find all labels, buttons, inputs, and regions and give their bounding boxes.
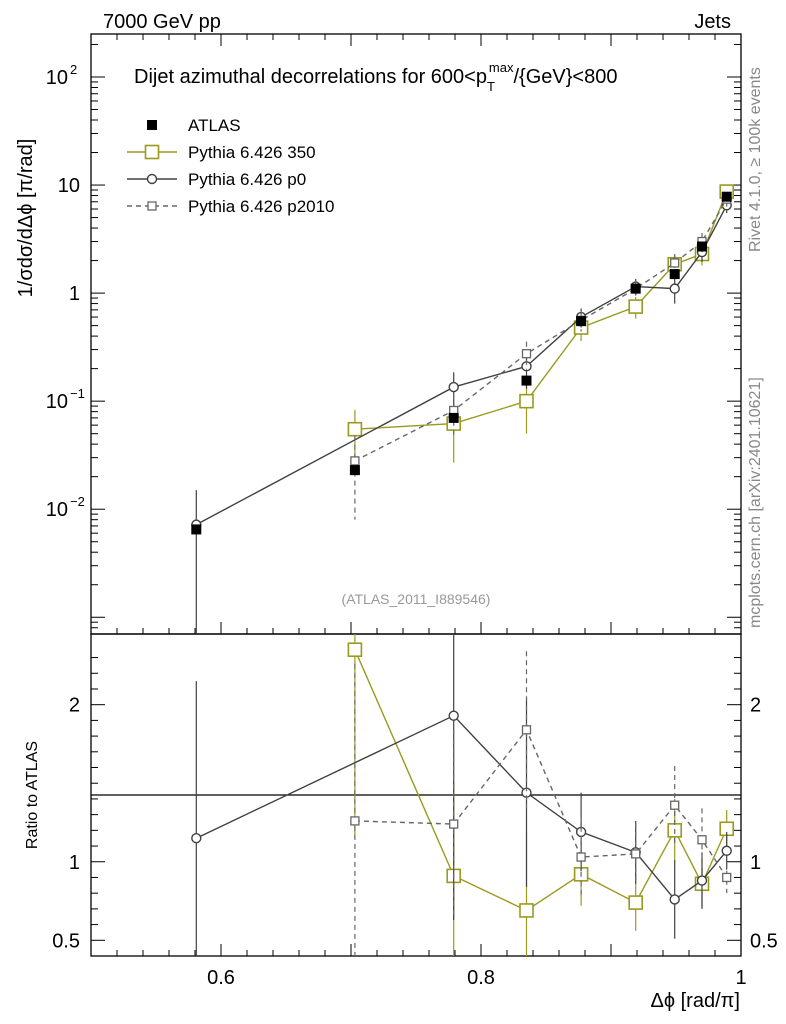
legend-label: Pythia 6.426 350 (188, 143, 316, 162)
ratio-tick-label-right: 0.5 (750, 930, 778, 952)
side-text-bottom: mcplots.cern.ch [arXiv:2401.10621] (747, 377, 764, 628)
legend-marker (144, 144, 160, 160)
ratio-point (350, 816, 360, 826)
data-point (349, 465, 360, 476)
legend-label: Pythia 6.426 p0 (188, 170, 306, 189)
x-tick-label: 0.6 (207, 967, 235, 989)
legend-entry: Pythia 6.426 p0 (127, 170, 306, 189)
data-point (721, 191, 732, 202)
ratio-tick-label-right: 1 (750, 852, 761, 874)
main-y-axis-label: 1/σdσ/dΔϕ [π/rad] (15, 139, 37, 298)
ratio-point (628, 895, 644, 910)
ratio-tick-label-right: 2 (750, 695, 761, 717)
ratio-point (697, 835, 707, 845)
title-end: /{GeV}<800 (513, 66, 617, 88)
x-axis-label: Δϕ [rad/π] (651, 990, 741, 1012)
data-point (628, 299, 644, 314)
ratio-point (631, 849, 641, 859)
data-point (519, 393, 534, 409)
series-line (195, 204, 728, 526)
ratio-tick-label: 2 (69, 695, 80, 717)
series-pythia-6-426-350 (347, 184, 735, 956)
y-tick-exponent: −1 (70, 386, 85, 401)
legend-label: Pythia 6.426 p2010 (188, 197, 335, 216)
ratio-point (449, 819, 459, 829)
y-tick-label: 10 (58, 175, 80, 197)
ratio-point (347, 642, 363, 658)
series-line (354, 198, 728, 462)
series-atlas (191, 191, 732, 535)
chart-title: Dijet azimuthal decorrelations for 600<p… (134, 60, 617, 94)
ratio-tick-label: 1 (69, 852, 80, 874)
y-tick-exponent: 2 (70, 62, 77, 77)
data-point (521, 349, 532, 359)
legend-entry: Pythia 6.426 350 (127, 143, 316, 162)
data-point (630, 283, 641, 294)
ratio-point (696, 875, 708, 886)
data-point (448, 381, 459, 393)
ratio-point (521, 725, 532, 735)
ratio-point (722, 872, 732, 883)
y-tick-exponent: −2 (70, 494, 85, 509)
series-line (354, 191, 728, 430)
legend-entry: Pythia 6.426 p2010 (127, 197, 335, 216)
ratio-point (519, 903, 534, 918)
y-tick-label: 1 (69, 283, 80, 305)
legend-marker (147, 201, 157, 211)
legend-label: ATLAS (188, 116, 241, 135)
side-text-top: Rivet 4.1.0, ≥ 100k events (747, 67, 764, 252)
data-point (576, 316, 587, 327)
data-point (347, 421, 363, 437)
ratio-y-axis-label: Ratio to ATLAS (24, 741, 41, 849)
data-point (670, 258, 680, 268)
ratio-point (721, 845, 732, 856)
series-pythia-6-426-p2010 (350, 192, 732, 956)
ratio-point (191, 832, 202, 844)
x-tick-label: 1 (735, 967, 746, 989)
data-point (697, 241, 707, 252)
title-superscript: max (489, 60, 514, 75)
data-point (191, 524, 202, 535)
title-subscript: T (487, 79, 495, 94)
data-point (669, 269, 680, 280)
header-right: Jets (694, 11, 731, 33)
header-left: 7000 GeV pp (103, 11, 221, 33)
series-layer (191, 184, 735, 956)
analysis-id: (ATLAS_2011_I889546) (342, 591, 491, 607)
y-tick-label: 10 (46, 391, 68, 413)
ratio-point (448, 710, 459, 721)
legend-marker (147, 120, 157, 130)
data-point (669, 283, 680, 294)
ratio-line (354, 649, 728, 912)
ratio-point (669, 894, 680, 905)
ratio-point (576, 852, 586, 862)
ratio-tick-label: 0.5 (52, 930, 80, 952)
y-tick-label: 10 (46, 67, 68, 89)
y-tick-label: 10 (46, 499, 68, 521)
series-pythia-6-426-p0 (191, 198, 732, 956)
data-point (448, 412, 459, 423)
data-point (350, 456, 360, 466)
legend-marker (146, 173, 158, 185)
x-tick-label: 0.8 (467, 967, 495, 989)
legend-entry: ATLAS (147, 116, 241, 135)
data-point (521, 375, 532, 386)
title-main: Dijet azimuthal decorrelations for 600<p (134, 66, 487, 88)
ratio-line (354, 728, 728, 878)
ratio-line (195, 714, 728, 901)
ratio-point (670, 800, 680, 810)
legend: ATLAS Pythia 6.426 350 Pythia 6.426 p0 Pyth… (127, 116, 335, 216)
